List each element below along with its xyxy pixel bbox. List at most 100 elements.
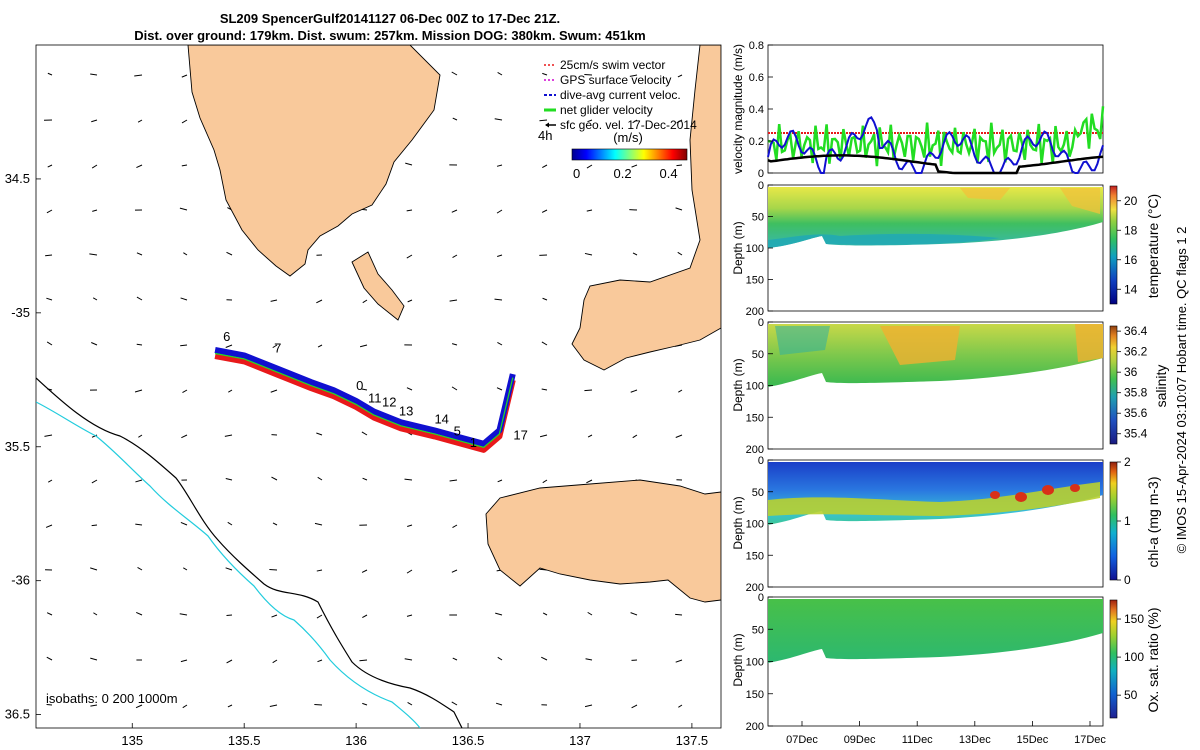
title-line-2: Dist. over ground: 179km. Dist. swum: 25…	[134, 28, 646, 43]
sfc-velocity-arrow	[91, 342, 98, 346]
sfc-velocity-arrow	[407, 524, 413, 527]
sfc-velocity-arrow	[47, 72, 53, 76]
chla-colorbar-tick-label: 0	[1124, 573, 1131, 587]
footer-credit: © IMOS 15-Apr-2024 03:10:07 Hobart time.…	[1174, 227, 1189, 554]
temperature-colorbar-tick-label: 16	[1124, 253, 1138, 267]
sfc-velocity-arrow	[587, 434, 593, 438]
sfc-velocity-arrow	[495, 702, 503, 706]
salinity-depth-tick-label: 200	[746, 444, 764, 456]
sfc-velocity-arrow	[631, 704, 638, 709]
sfc-velocity-arrow	[227, 704, 233, 708]
sfc-velocity-arrow	[494, 298, 503, 301]
temperature-section	[768, 187, 1103, 248]
sfc-velocity-arrow	[451, 569, 458, 573]
sfc-velocity-arrow	[497, 479, 503, 483]
salinity-colorbar	[1109, 325, 1118, 445]
sfc-velocity-arrow	[497, 71, 503, 76]
sfc-velocity-arrow	[361, 388, 368, 391]
sfc-velocity-arrow	[92, 209, 98, 212]
sfc-velocity-arrow	[134, 74, 143, 77]
sfc-velocity-arrow	[584, 73, 593, 76]
salinity-colorbar-tick-label: 36.2	[1124, 345, 1148, 359]
sfc-velocity-arrow	[180, 297, 188, 301]
oxygen-colorbar-ticks: 50 100 150	[1117, 612, 1144, 702]
sfc-velocity-arrow	[136, 296, 143, 301]
sfc-velocity-arrow	[228, 389, 233, 393]
sfc-velocity-arrow	[93, 612, 98, 616]
sfc-velocity-arrow	[181, 164, 188, 167]
chla-peak-patches	[990, 484, 1080, 502]
oxygen-section	[768, 599, 1103, 663]
salinity-colorbar-ticks: 35.4 35.6 35.8 36 36.2 36.4	[1117, 324, 1148, 441]
sfc-velocity-arrow	[362, 614, 368, 618]
sfc-velocity-arrow	[677, 251, 683, 256]
day-label: 7	[274, 340, 281, 355]
net-velocity-track	[214, 352, 514, 448]
sfc-velocity-arrow	[629, 74, 638, 77]
sfc-velocity-arrow	[227, 521, 233, 526]
lon-tick-label: 135.5	[228, 733, 261, 748]
sfc-velocity-arrow	[314, 522, 323, 526]
lat-tick-label: 35.5	[5, 439, 30, 454]
sfc-velocity-arrow	[272, 344, 278, 349]
day-label: 1	[470, 435, 477, 450]
date-tick-label: 09Dec	[844, 734, 876, 746]
sfc-velocity-arrow	[542, 297, 548, 301]
glider-track	[214, 347, 516, 453]
chla-max-layer	[768, 482, 1100, 516]
dive-avg-current-series	[767, 116, 1104, 174]
sfc-velocity-arrow	[270, 389, 278, 393]
temperature-colorbar	[1109, 185, 1118, 305]
sfc-velocity-arrow	[270, 299, 278, 302]
sfc-velocity-arrow	[179, 613, 188, 616]
sfc-velocity-arrow	[181, 119, 188, 124]
sfc-velocity-arrow	[135, 479, 143, 483]
temperature-colorbar-tick-label: 20	[1124, 194, 1138, 208]
sfc-velocity-arrow	[359, 659, 368, 662]
lat-tick-label: -36	[11, 573, 30, 588]
sfc-velocity-arrow	[136, 611, 143, 616]
salinity-depth-tick-label: 0	[758, 317, 764, 329]
chla-depth-tick-label: 200	[746, 582, 764, 594]
sfc-velocity-arrow	[91, 479, 98, 484]
temperature-depth-tick-label: 50	[752, 212, 764, 224]
lon-tick-label: 135	[121, 733, 143, 748]
oxygen-colorbar-tick-label: 50	[1124, 688, 1138, 702]
sfc-velocity-arrow	[92, 297, 98, 301]
sfc-velocity-arrow	[404, 478, 413, 481]
chla-depth-tick-label: 100	[746, 519, 764, 531]
salinity-colorbar-tick-label: 35.8	[1124, 386, 1148, 400]
date-tick-label: 15Dec	[1017, 734, 1049, 746]
velocity-ytick-label: 0.4	[749, 104, 764, 116]
temperature-panel: 0 50 100 150 200 Depth (m) 14 16 18 20 temperat…	[731, 180, 1161, 318]
day-label: 0	[356, 378, 363, 393]
sfc-velocity-arrow	[317, 659, 323, 663]
lon-tick-label: 136.5	[452, 733, 485, 748]
sfc-velocity-arrow	[451, 209, 458, 213]
surface-velocity-vectors	[44, 71, 683, 709]
sfc-velocity-arrow	[675, 207, 683, 211]
legend-gps-velocity: GPS surface velocity	[560, 73, 671, 87]
salinity-colorbar-tick-label: 36	[1124, 365, 1138, 379]
net-glider-velocity-series	[767, 106, 1105, 167]
temperature-axes: 0 50 100 150 200	[746, 180, 773, 318]
day-label: 11	[368, 391, 382, 406]
sfc-velocity-arrow	[449, 479, 458, 482]
sfc-velocity-arrow	[182, 389, 188, 393]
sfc-velocity-arrow	[586, 164, 593, 169]
salinity-depth-ylabel: Depth (m)	[731, 358, 745, 411]
velocity-ytick-label: 0.6	[749, 72, 764, 84]
map-axes: 135 135.5 136 136.5 137 137.534.5-3535.5-3636…	[5, 171, 708, 748]
date-tick-label: 07Dec	[786, 734, 818, 746]
sfc-velocity-arrow	[678, 704, 683, 708]
sfc-velocity-arrow	[451, 71, 458, 76]
sfc-velocity-arrow	[452, 254, 458, 259]
isobath-1000m	[36, 401, 421, 728]
legend-net-velocity: net glider velocity	[560, 103, 653, 117]
temperature-depth-ylabel: Depth (m)	[731, 221, 745, 274]
sfc-velocity-arrow	[44, 434, 53, 437]
sfc-velocity-arrow	[137, 119, 143, 123]
velocity-series	[767, 106, 1105, 175]
